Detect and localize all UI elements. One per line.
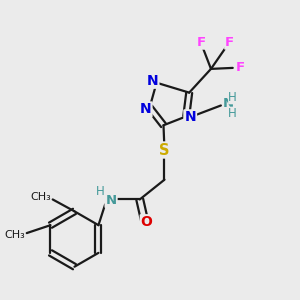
Text: F: F xyxy=(196,36,206,49)
Text: CH₃: CH₃ xyxy=(30,193,51,202)
Text: O: O xyxy=(141,215,153,229)
Text: H: H xyxy=(228,107,237,120)
Text: CH₃: CH₃ xyxy=(4,230,25,240)
Text: S: S xyxy=(159,142,170,158)
Text: F: F xyxy=(236,61,245,74)
Text: N: N xyxy=(106,194,117,207)
Text: N: N xyxy=(223,97,234,110)
Text: F: F xyxy=(225,36,234,49)
Text: N: N xyxy=(147,74,158,88)
Text: H: H xyxy=(228,91,237,104)
Text: N: N xyxy=(184,110,196,124)
Text: H: H xyxy=(96,185,105,198)
Text: N: N xyxy=(140,102,152,116)
